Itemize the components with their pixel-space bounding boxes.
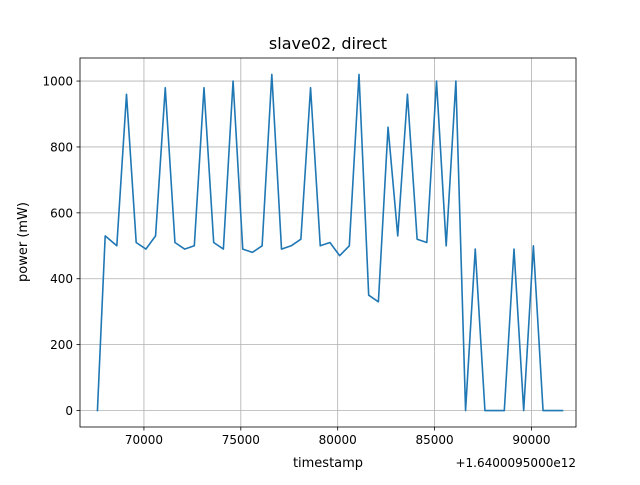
x-axis-offset-text: +1.6400095000e12 — [455, 456, 576, 470]
x-tick-label: 70000 — [125, 433, 163, 447]
series-line — [96, 73, 564, 412]
y-tick-label: 800 — [50, 140, 73, 154]
y-tick-label: 1000 — [42, 75, 73, 89]
x-tick-label: 80000 — [319, 433, 357, 447]
y-tick-label: 0 — [65, 404, 73, 418]
x-tick-label: 85000 — [415, 433, 453, 447]
chart-title: slave02, direct — [269, 34, 387, 53]
y-axis-label: power (mW) — [16, 202, 31, 282]
y-tick-label: 400 — [50, 272, 73, 286]
y-tick-label: 200 — [50, 338, 73, 352]
x-tick-label: 90000 — [512, 433, 550, 447]
x-axis-label: timestamp — [293, 456, 363, 471]
series-layer — [96, 73, 564, 412]
x-tick-label: 75000 — [222, 433, 260, 447]
grid — [80, 58, 576, 427]
axis-ticks: 70000 75000 80000 85000 90000 0 200 400 600 800 10… — [42, 75, 550, 447]
plot-frame — [79, 57, 577, 428]
y-tick-label: 600 — [50, 206, 73, 220]
